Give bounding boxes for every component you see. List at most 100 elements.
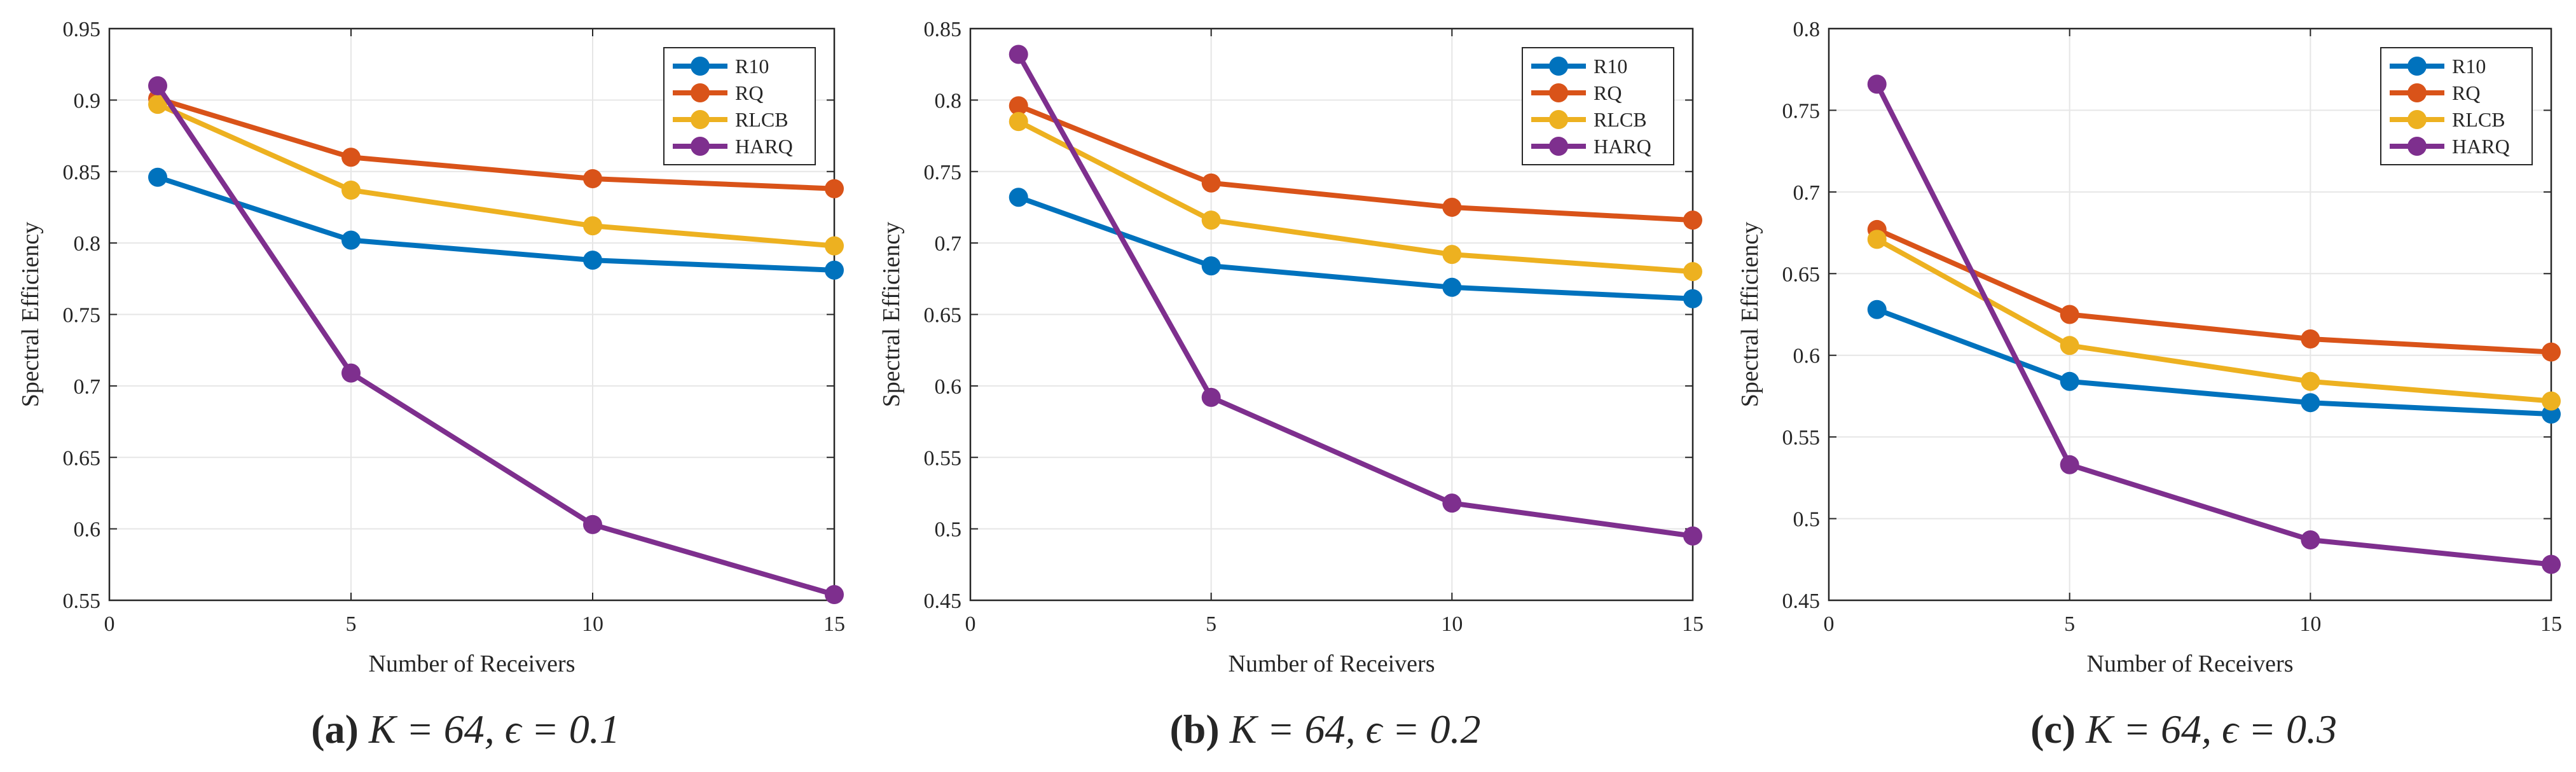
data-point <box>1009 112 1028 132</box>
data-point <box>1442 277 1462 297</box>
subplot-c: 0 5 10 15 0.45 0.5 0.55 0.6 0.65 0.7 0.75 0.8 Number… <box>1737 18 2562 752</box>
legend-swatch-marker <box>2407 57 2427 76</box>
series-line <box>155 84 836 597</box>
data-point <box>1009 96 1028 116</box>
y-tick-label: 0.45 <box>924 589 962 613</box>
x-axis-label: Number of Receivers <box>1229 651 1435 677</box>
series-harq <box>148 76 844 605</box>
series-line <box>1875 83 2552 567</box>
data-point <box>2301 329 2320 349</box>
ticks: 0 5 10 15 0.45 0.5 0.55 0.6 0.65 0.7 0.75 0.8 <box>1782 18 2563 636</box>
y-tick-label: 0.75 <box>924 161 962 184</box>
y-tick-label: 0.75 <box>1782 99 1821 123</box>
data-point <box>2301 530 2320 549</box>
legend: R10 RQ RLCB HARQ <box>663 47 816 165</box>
subplot-caption: (b) K = 64, ϵ = 0.2 <box>1169 707 1480 752</box>
x-tick-label: 10 <box>582 612 603 636</box>
data-point <box>1683 526 1702 546</box>
series-rlcb <box>148 95 844 256</box>
y-tick-label: 0.7 <box>74 375 101 399</box>
data-point <box>1442 493 1462 513</box>
data-point <box>2301 393 2320 413</box>
data-point <box>583 216 602 236</box>
data-point <box>583 251 602 270</box>
data-point <box>825 236 844 256</box>
data-point <box>341 148 361 167</box>
data-point <box>2542 391 2561 411</box>
data-point <box>1201 173 1221 193</box>
x-tick-label: 15 <box>2540 612 2562 636</box>
x-tick-label: 10 <box>2299 612 2321 636</box>
legend: R10 RQ RLCB HARQ <box>2380 47 2533 165</box>
series-line <box>1017 195 1693 301</box>
y-tick-label: 0.85 <box>63 161 101 184</box>
data-point <box>825 585 844 605</box>
legend-entry-rlcb: RLCB <box>2452 108 2505 131</box>
y-tick-label: 0.5 <box>1793 508 1821 532</box>
y-tick-label: 0.85 <box>924 18 962 41</box>
legend-entry-rq: RQ <box>735 81 763 104</box>
legend-entry-r10: R10 <box>1594 55 1627 78</box>
series-harq <box>1009 45 1702 546</box>
data-point <box>583 169 602 188</box>
series-line <box>1876 227 2552 355</box>
legend-entry-harq: HARQ <box>735 135 793 158</box>
y-tick-label: 0.55 <box>924 446 962 470</box>
series-rlcb <box>1009 112 1702 282</box>
data-point <box>341 180 361 200</box>
data-point <box>148 76 167 95</box>
subplot-a: 0 5 10 15 0.55 0.6 0.65 0.7 0.75 0.8 0.85 0.9 0.95 Nu… <box>17 18 845 752</box>
y-tick-label: 0.45 <box>1782 589 1821 613</box>
x-tick-label: 0 <box>965 612 976 636</box>
subplot-caption: (a) K = 64, ϵ = 0.1 <box>311 707 619 752</box>
legend-entry-rlcb: RLCB <box>1594 108 1647 131</box>
x-tick-label: 15 <box>823 612 845 636</box>
data-point <box>1442 245 1462 265</box>
data-point <box>2301 371 2320 391</box>
data-point <box>1683 289 1702 308</box>
x-tick-label: 0 <box>104 612 115 636</box>
y-tick-label: 0.55 <box>63 589 101 613</box>
data-point <box>2542 555 2561 574</box>
series-r10 <box>1009 188 1702 308</box>
y-tick-label: 0.6 <box>1793 345 1821 368</box>
data-point <box>1201 210 1221 230</box>
y-tick-label: 0.55 <box>1782 426 1821 450</box>
y-tick-label: 0.65 <box>1782 263 1821 286</box>
data-point <box>1201 256 1221 276</box>
x-tick-label: 10 <box>1441 612 1463 636</box>
series-line <box>1017 103 1693 223</box>
series-line <box>156 96 835 191</box>
data-point <box>2060 305 2079 324</box>
data-point <box>1009 45 1028 64</box>
legend-entry-harq: HARQ <box>1594 135 1651 158</box>
legend-swatch-marker <box>2407 110 2427 129</box>
ticks: 0 5 10 15 0.45 0.5 0.55 0.6 0.65 0.7 0.75 0.8 0.85 <box>924 18 1704 636</box>
y-tick-label: 0.8 <box>74 232 101 256</box>
x-tick-label: 0 <box>1824 612 1835 636</box>
data-point <box>825 179 844 198</box>
series-line <box>156 174 835 273</box>
data-point <box>1442 197 1462 217</box>
series-rq <box>148 89 844 198</box>
legend-swatch-marker <box>691 110 710 129</box>
legend-swatch-marker <box>1549 137 1568 156</box>
series-line <box>1016 53 1693 539</box>
series-rlcb <box>1867 230 2561 411</box>
legend-swatch-marker <box>691 137 710 156</box>
legend-swatch-marker <box>1549 83 1568 102</box>
y-tick-label: 0.95 <box>63 18 101 41</box>
legend-swatch-marker <box>691 57 710 76</box>
legend-entry-r10: R10 <box>2452 55 2486 78</box>
x-tick-label: 5 <box>2064 612 2075 636</box>
legend: R10 RQ RLCB HARQ <box>1522 47 1674 165</box>
y-axis-label: Spectral Efficiency <box>878 222 905 408</box>
data-point <box>2542 342 2561 362</box>
legend-entry-harq: HARQ <box>2452 135 2510 158</box>
y-tick-label: 0.7 <box>1793 181 1821 205</box>
data-point <box>2060 455 2079 474</box>
y-tick-label: 0.8 <box>1793 18 1821 41</box>
series-line <box>1875 237 2552 404</box>
series-harq <box>1867 74 2561 574</box>
